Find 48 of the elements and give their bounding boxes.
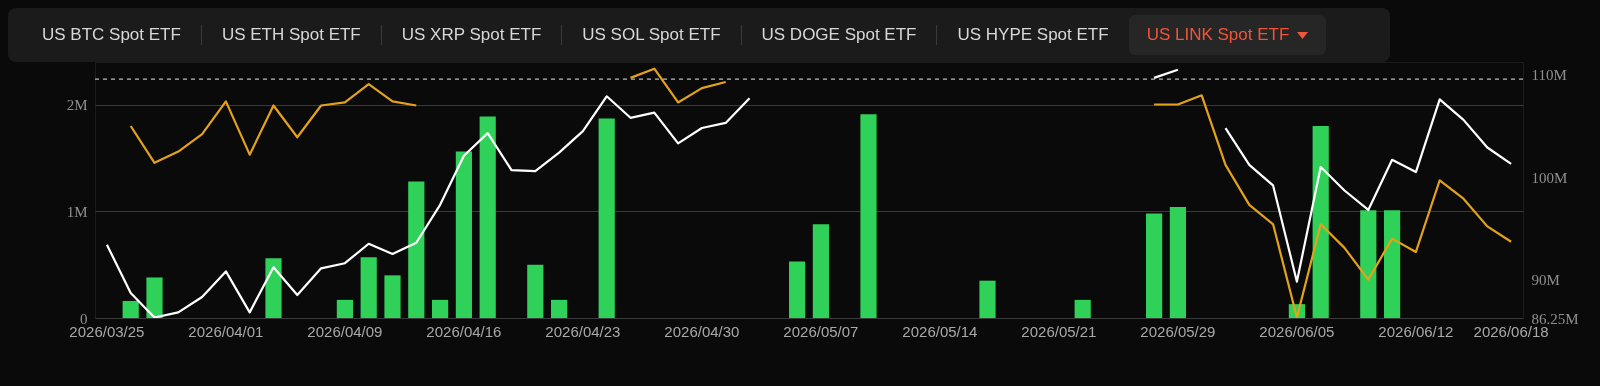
y-tick-label: 1M [66, 203, 88, 220]
y2-tick-label: 110M [1531, 67, 1567, 84]
x-tick-label: 2026/04/01 [188, 322, 264, 340]
x-tick-label: 2026/04/09 [307, 322, 383, 340]
bar [360, 257, 377, 318]
bar [789, 261, 806, 318]
x-tick-label: 2026/04/30 [664, 322, 740, 340]
y-tick-label: 2M [66, 97, 88, 114]
bar [979, 280, 996, 318]
y2-tick-label: 90M [1531, 272, 1560, 289]
text: US DOGE Spot ETF [761, 25, 917, 44]
y-tick-label: 0 [80, 310, 88, 327]
bar [384, 275, 401, 318]
y2-tick-label: 100M [1531, 169, 1568, 186]
bar [1146, 213, 1163, 318]
bar [122, 300, 139, 318]
bar [860, 114, 877, 318]
bar [551, 299, 568, 318]
x-tick-label: 2026/04/23 [545, 322, 621, 340]
bar [146, 277, 163, 318]
bar [455, 151, 472, 318]
x-tick-label: 2026/06/05 [1259, 322, 1335, 340]
bar [1312, 126, 1329, 318]
text: US LINK Spot ETF [1146, 25, 1290, 45]
bar [598, 118, 615, 318]
bar [432, 299, 449, 318]
text: US HYPE Spot ETF [957, 25, 1109, 44]
x-tick-label: 2026/05/07 [783, 322, 859, 340]
bar [527, 264, 544, 318]
bar [336, 299, 353, 318]
bar [479, 116, 496, 318]
text: US BTC Spot ETF [42, 25, 181, 44]
bar [1360, 210, 1377, 318]
x-tick-label: 2026/05/29 [1140, 322, 1216, 340]
text: US XRP Spot ETF [401, 25, 542, 44]
x-tick-label: 2026/05/14 [902, 322, 978, 340]
x-tick-label: 2026/04/16 [426, 322, 502, 340]
bar [1384, 210, 1401, 318]
bar [265, 258, 282, 318]
text: US SOL Spot ETF [582, 25, 721, 44]
x-tick-label: 2026/06/12 [1378, 322, 1454, 340]
bar [1074, 299, 1091, 318]
bar [812, 224, 829, 318]
bar [408, 181, 425, 318]
bar [1169, 207, 1186, 318]
text: US ETH Spot ETF [221, 25, 361, 44]
y2-tick-label: 86.25M [1531, 310, 1579, 327]
x-tick-label: 2026/05/21 [1021, 322, 1097, 340]
